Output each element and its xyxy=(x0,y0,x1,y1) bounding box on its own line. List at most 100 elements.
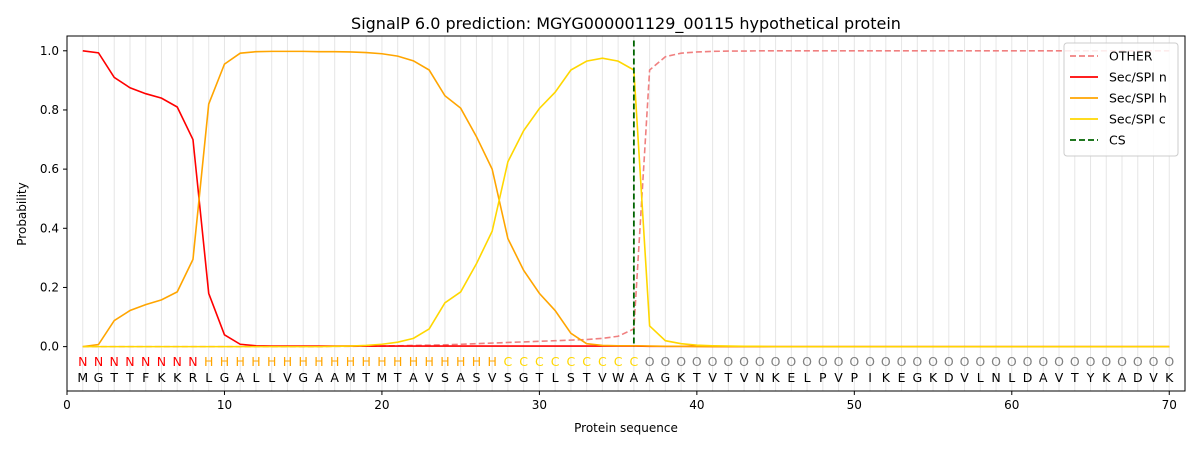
region-label: N xyxy=(141,354,150,369)
residue-label: L xyxy=(804,370,811,385)
x-tick-label: 30 xyxy=(532,398,547,412)
residue-label: L xyxy=(252,370,259,385)
sequence-letters: NMNGNTNTNFNKNKNRHLHGHAHLHLHVHGHAHAHMHTHM… xyxy=(77,354,1174,385)
region-label: O xyxy=(928,354,938,369)
region-label: O xyxy=(1054,354,1064,369)
series-line xyxy=(82,50,1170,348)
region-label: H xyxy=(330,354,339,369)
region-label: H xyxy=(267,354,276,369)
region-label: N xyxy=(188,354,197,369)
residue-label: A xyxy=(645,370,654,385)
region-label: O xyxy=(960,354,970,369)
residue-label: K xyxy=(677,370,686,385)
region-label: H xyxy=(424,354,433,369)
legend-label: Sec/SPI c xyxy=(1109,112,1166,127)
plot-frame xyxy=(66,35,1186,392)
region-label: O xyxy=(645,354,655,369)
region-label: H xyxy=(377,354,386,369)
region-label: O xyxy=(692,354,702,369)
residue-label: A xyxy=(409,370,418,385)
region-label: O xyxy=(1149,354,1159,369)
residue-label: M xyxy=(377,370,388,385)
residue-label: T xyxy=(692,370,701,385)
residue-label: T xyxy=(109,370,118,385)
region-label: C xyxy=(598,354,607,369)
residue-label: K xyxy=(882,370,891,385)
y-axis-label: Probability xyxy=(15,182,29,245)
region-label: C xyxy=(535,354,544,369)
region-label: N xyxy=(173,354,182,369)
region-label: H xyxy=(409,354,418,369)
residue-label: K xyxy=(1102,370,1111,385)
residue-label: V xyxy=(283,370,292,385)
residue-label: P xyxy=(819,370,827,385)
x-tick-label: 40 xyxy=(689,398,704,412)
series-line xyxy=(82,57,1170,348)
residue-label: G xyxy=(298,370,308,385)
residue-label: P xyxy=(851,370,859,385)
region-label: O xyxy=(849,354,859,369)
residue-label: I xyxy=(868,370,872,385)
residue-label: R xyxy=(189,370,198,385)
region-label: H xyxy=(440,354,449,369)
region-label: H xyxy=(251,354,260,369)
region-label: O xyxy=(1007,354,1017,369)
x-tick-label: 20 xyxy=(374,398,389,412)
residue-label: T xyxy=(1070,370,1079,385)
residue-label: A xyxy=(456,370,465,385)
region-label: C xyxy=(551,354,560,369)
region-label: O xyxy=(1070,354,1080,369)
residue-label: D xyxy=(1133,370,1143,385)
region-label: O xyxy=(944,354,954,369)
region-label: O xyxy=(739,354,749,369)
residue-label: S xyxy=(472,370,480,385)
region-label: O xyxy=(1023,354,1033,369)
residue-label: V xyxy=(1149,370,1158,385)
residue-label: G xyxy=(519,370,529,385)
region-label: N xyxy=(78,354,87,369)
residue-label: G xyxy=(94,370,104,385)
legend-label: OTHER xyxy=(1109,49,1153,64)
region-label: O xyxy=(1086,354,1096,369)
residue-label: G xyxy=(220,370,230,385)
region-label: H xyxy=(204,354,213,369)
region-label: C xyxy=(567,354,576,369)
region-label: C xyxy=(504,354,513,369)
residue-label: T xyxy=(582,370,591,385)
series-line xyxy=(82,49,1170,348)
residue-label: M xyxy=(345,370,356,385)
residue-label: V xyxy=(598,370,607,385)
region-label: O xyxy=(991,354,1001,369)
residue-label: N xyxy=(755,370,764,385)
residue-label: Y xyxy=(1086,370,1095,385)
residue-label: F xyxy=(142,370,149,385)
region-label: H xyxy=(472,354,481,369)
residue-label: A xyxy=(1039,370,1048,385)
region-label: C xyxy=(582,354,591,369)
region-label: H xyxy=(393,354,402,369)
residue-label: V xyxy=(708,370,717,385)
residue-label: V xyxy=(960,370,969,385)
residue-label: L xyxy=(205,370,212,385)
y-tick-label: 0.4 xyxy=(40,221,59,235)
y-tick-label: 0.6 xyxy=(40,162,59,176)
region-label: O xyxy=(1101,354,1111,369)
region-label: O xyxy=(723,354,733,369)
residue-label: L xyxy=(977,370,984,385)
region-label: O xyxy=(1117,354,1127,369)
residue-label: T xyxy=(535,370,544,385)
region-label: O xyxy=(834,354,844,369)
residue-label: V xyxy=(425,370,434,385)
residue-label: S xyxy=(567,370,575,385)
residue-label: M xyxy=(77,370,88,385)
residue-label: S xyxy=(504,370,512,385)
series-layer xyxy=(82,40,1170,348)
residue-label: L xyxy=(1008,370,1015,385)
region-label: O xyxy=(865,354,875,369)
residue-label: T xyxy=(393,370,402,385)
region-label: H xyxy=(236,354,245,369)
residue-label: K xyxy=(771,370,780,385)
residue-label: W xyxy=(612,370,624,385)
residue-label: G xyxy=(912,370,922,385)
region-label: O xyxy=(897,354,907,369)
